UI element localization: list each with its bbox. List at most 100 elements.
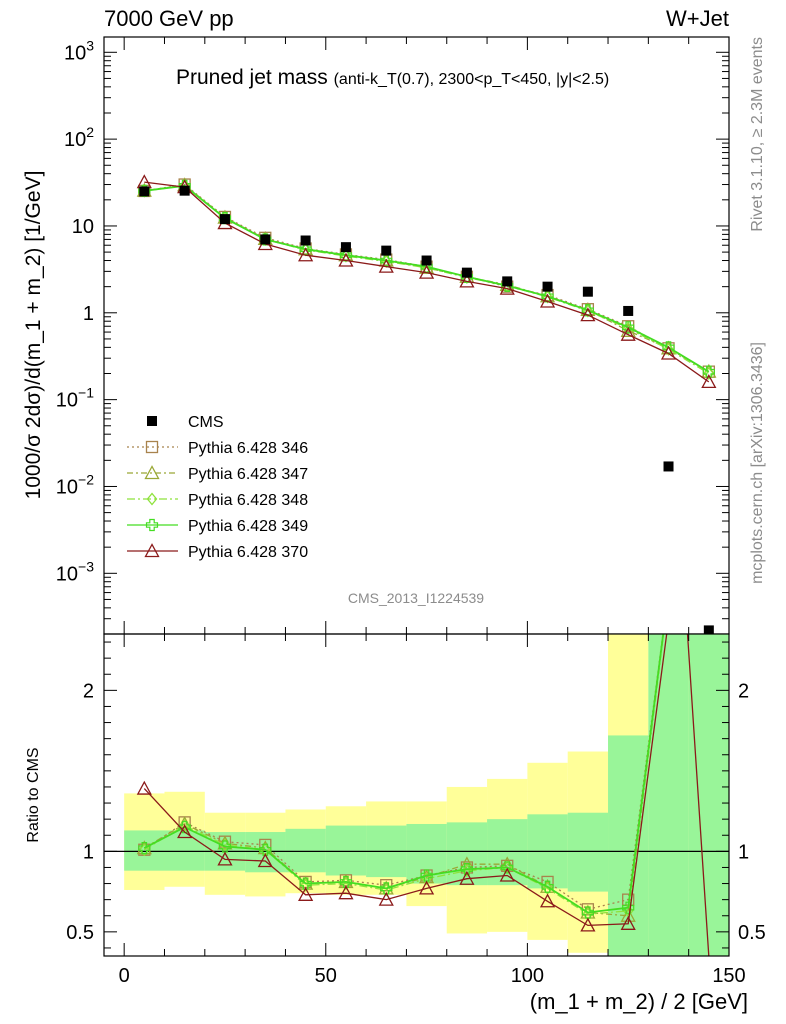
ratio-ytick-label-left-1: 1	[83, 841, 94, 863]
mcplots-site-label: mcplots.cern.ch [arXiv:1306.3436]	[749, 342, 766, 584]
main-series-4-point-14	[701, 374, 717, 389]
x-tick-label-2: 100	[511, 965, 544, 987]
ratio-series-4-point-4	[298, 886, 314, 901]
main-ytick-label-exp-6: 3	[86, 37, 94, 53]
ratio-ytick-label-right-2: 2	[738, 680, 749, 702]
ratio-green-band-0	[124, 830, 165, 871]
main-series-4-point-6	[378, 258, 394, 273]
ratio-green-band-3	[245, 832, 286, 873]
main-ytick-label-3: 1	[83, 303, 94, 325]
ratio-green-band-1	[164, 830, 205, 871]
cms-data-point-5	[340, 242, 351, 253]
main-ytick-label-1: 10−2	[56, 471, 94, 498]
ratio-series-4-point-3	[257, 853, 273, 868]
cms-data-point-0	[139, 186, 150, 197]
legend-label-2: Pythia 6.428 348	[188, 492, 308, 509]
legend-label-1: Pythia 6.428 347	[188, 466, 308, 483]
ratio-series-4-point-10	[539, 893, 556, 908]
main-title-text: Pruned jet mass	[176, 66, 328, 89]
legend-label-4: Pythia 6.428 370	[188, 544, 308, 561]
rivet-version-label: Rivet 3.1.10, ≥ 2.3M events	[749, 37, 766, 232]
main-series-4-point-4	[298, 247, 314, 262]
ratio-series-2-point-2	[219, 838, 231, 852]
ratio-green-band-4	[285, 828, 326, 873]
ratio-series-4-point-9	[499, 867, 515, 882]
main-plot-area	[136, 174, 717, 634]
analysis-id-label: CMS_2013_I1224539	[348, 590, 484, 606]
main-title-sub: (anti-k_T(0.7), 2300<p_T<450, |y|<2.5)	[334, 71, 610, 88]
main-series-4-point-12	[620, 326, 636, 341]
main-ytick-label-base-2: 10	[56, 390, 78, 412]
header-right-label: W+Jet	[666, 6, 729, 31]
ratio-series-4-point-1	[177, 824, 193, 839]
ratio-series-3-point-0	[138, 842, 151, 855]
ratio-series-4-point-2	[217, 851, 233, 866]
ratio-green-band-13	[648, 634, 689, 956]
main-series-4-point-9	[499, 280, 515, 295]
main-ytick-label-exp-0: −3	[78, 558, 94, 574]
ratio-series-line-4	[143, 634, 710, 956]
ratio-ytick-label-left-2: 2	[83, 680, 94, 702]
main-ytick-label-base-3: 1	[83, 303, 94, 325]
main-series-3-point-6	[380, 254, 393, 267]
main-series-4-point-7	[418, 264, 435, 279]
main-ytick-label-6: 103	[64, 37, 94, 64]
ratio-series-3-point-5	[339, 875, 353, 889]
main-ytick-label-2: 10−1	[56, 385, 94, 412]
cms-data-point-11	[582, 286, 593, 297]
legend-marker-1	[144, 465, 160, 480]
cms-data-point-7	[421, 255, 432, 266]
main-y-axis-label: 1000/σ 2dσ)/d(m_1 + m_2) [1/GeV]	[22, 171, 45, 500]
ratio-series-2-point-1	[179, 819, 190, 833]
main-ytick-label-exp-2: −1	[78, 385, 94, 401]
ratio-series-3-point-2	[218, 840, 232, 853]
cms-data-point-8	[461, 267, 472, 278]
ratio-green-band-14	[688, 634, 729, 956]
ratio-series-3-point-10	[541, 880, 554, 893]
cms-data-point-2	[219, 214, 230, 225]
ratio-series-3-point-4	[299, 877, 312, 890]
ratio-series-line-1	[143, 634, 665, 917]
ratio-y-axis-label: Ratio to CMS	[25, 747, 42, 842]
main-series-3-point-13	[662, 341, 675, 354]
x-tick-label-1: 50	[315, 965, 337, 987]
x-axis-label: (m_1 + m_2) / 2 [GeV]	[530, 989, 748, 1014]
main-series-4-point-10	[539, 293, 556, 308]
ratio-series-4-point-5	[338, 885, 354, 900]
cms-data-point-3	[260, 234, 271, 245]
main-series-line-2	[144, 184, 710, 375]
main-series-line-4	[144, 181, 710, 383]
cms-data-point-1	[179, 185, 190, 196]
ratio-series-line-2	[143, 634, 664, 915]
ratio-series-3-point-6	[380, 882, 393, 895]
ratio-series-4-point-8	[459, 870, 475, 885]
legend: CMS Pythia 6.428 346 Pythia 6.428 347 Pythi…	[127, 414, 308, 561]
main-series-3-point-14	[702, 365, 715, 378]
ratio-plot-area	[104, 634, 729, 956]
legend-label-0: Pythia 6.428 346	[188, 440, 308, 457]
main-ytick-label-base-4: 10	[72, 216, 94, 238]
main-series-2-point-13	[663, 342, 674, 356]
main-series-4-point-8	[459, 273, 475, 288]
ratio-series-3-point-7	[420, 869, 433, 882]
ratio-axes: 0 50 100 150 0.5 0.5 1 1 2 2	[66, 633, 766, 987]
x-tick-label-0: 0	[119, 965, 130, 987]
main-ytick-label-5: 102	[64, 124, 94, 151]
main-ytick-label-base-5: 10	[64, 129, 86, 151]
main-series-4-point-5	[338, 252, 354, 267]
main-series-4-point-11	[580, 307, 596, 322]
main-ytick-label-exp-5: 2	[86, 124, 94, 140]
ratio-green-band-11	[567, 812, 609, 892]
ratio-series-2-point-0	[138, 843, 150, 857]
ratio-series-3-point-3	[259, 843, 272, 856]
main-series-3-point-4	[299, 243, 312, 256]
legend-marker-2	[146, 492, 158, 506]
main-ytick-label-0: 10−3	[56, 558, 94, 585]
ratio-series-4-point-0	[136, 780, 152, 795]
ratio-series-3-point-1	[178, 821, 191, 834]
ratio-ytick-label-right-1: 1	[738, 841, 749, 863]
cms-data-point-13	[663, 461, 674, 472]
main-ytick-label-exp-1: −2	[78, 471, 94, 487]
